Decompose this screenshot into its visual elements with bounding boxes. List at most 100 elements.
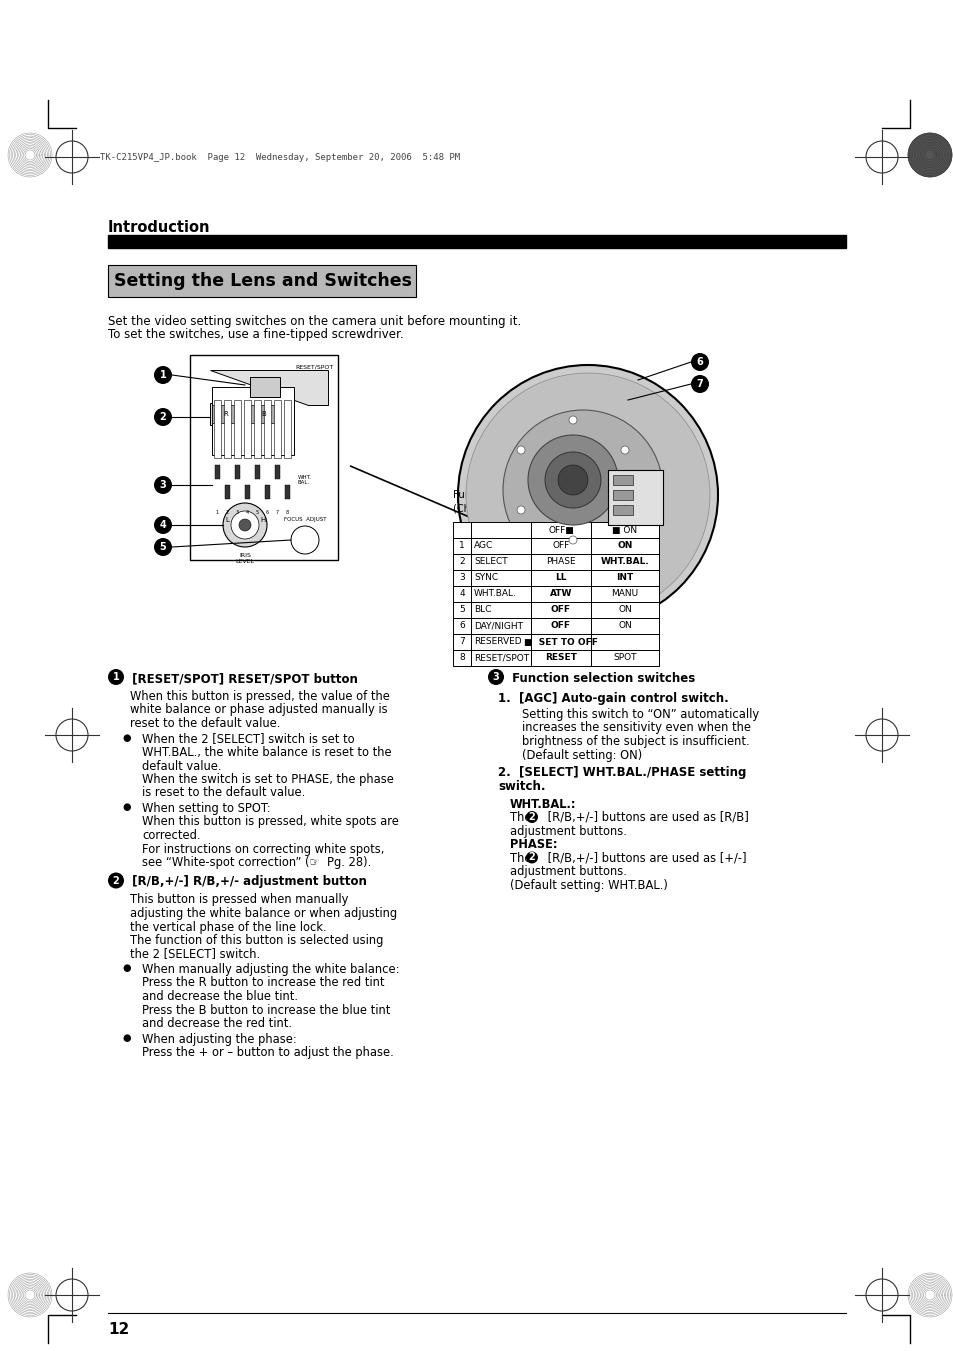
Text: 2: 2 bbox=[458, 558, 464, 566]
Text: WHT.
BAL.: WHT. BAL. bbox=[297, 474, 312, 485]
Circle shape bbox=[525, 811, 537, 823]
Bar bbox=[212, 386, 294, 455]
Circle shape bbox=[465, 373, 709, 617]
Circle shape bbox=[907, 132, 951, 177]
Text: white balance or phase adjusted manually is: white balance or phase adjusted manually… bbox=[130, 704, 387, 716]
Bar bbox=[613, 505, 633, 515]
Text: 8: 8 bbox=[285, 511, 288, 516]
Bar bbox=[531, 603, 590, 617]
Text: RESET/SPOT: RESET/SPOT bbox=[295, 365, 334, 370]
Circle shape bbox=[153, 538, 172, 557]
Circle shape bbox=[620, 446, 628, 454]
Bar bbox=[590, 586, 659, 603]
Bar bbox=[264, 400, 271, 458]
Bar bbox=[224, 400, 231, 458]
Bar bbox=[274, 400, 281, 458]
Bar bbox=[590, 570, 659, 586]
Bar bbox=[590, 603, 659, 617]
Text: RESET/SPOT: RESET/SPOT bbox=[474, 654, 529, 662]
Text: SPOT: SPOT bbox=[613, 654, 636, 662]
Text: WHT.BAL.: WHT.BAL. bbox=[474, 589, 517, 598]
Text: the 2 [SELECT] switch.: the 2 [SELECT] switch. bbox=[130, 947, 260, 961]
Text: The: The bbox=[510, 851, 535, 865]
Text: 1: 1 bbox=[159, 370, 166, 380]
Bar bbox=[250, 405, 277, 423]
Circle shape bbox=[568, 536, 577, 544]
Circle shape bbox=[153, 476, 172, 494]
Bar bbox=[453, 554, 471, 570]
Text: ●: ● bbox=[122, 963, 131, 973]
Text: 7: 7 bbox=[458, 638, 464, 647]
Text: ■  SET TO OFF: ■ SET TO OFF bbox=[523, 638, 598, 647]
Bar bbox=[245, 485, 250, 499]
Text: ON: ON bbox=[618, 621, 631, 631]
Text: ON: ON bbox=[617, 542, 632, 550]
Bar bbox=[453, 538, 471, 554]
Bar bbox=[590, 617, 659, 634]
Text: 12: 12 bbox=[108, 1323, 129, 1337]
Bar bbox=[284, 400, 291, 458]
Bar bbox=[471, 586, 531, 603]
Bar bbox=[225, 485, 230, 499]
Text: adjusting the white balance or when adjusting: adjusting the white balance or when adju… bbox=[130, 907, 396, 920]
Circle shape bbox=[457, 365, 718, 626]
Text: Set the video setting switches on the camera unit before mounting it.: Set the video setting switches on the ca… bbox=[108, 315, 520, 328]
Text: When the switch is set to PHASE, the phase: When the switch is set to PHASE, the pha… bbox=[142, 773, 394, 786]
Bar bbox=[607, 470, 662, 526]
Bar bbox=[210, 403, 290, 426]
Text: 5: 5 bbox=[159, 542, 166, 553]
Circle shape bbox=[231, 511, 258, 539]
Text: L: L bbox=[225, 517, 229, 523]
Circle shape bbox=[502, 409, 662, 570]
Text: WHT.BAL.: WHT.BAL. bbox=[600, 558, 649, 566]
Text: AGC: AGC bbox=[474, 542, 493, 550]
Text: TK-C215VP4_JP.book  Page 12  Wednesday, September 20, 2006  5:48 PM: TK-C215VP4_JP.book Page 12 Wednesday, Se… bbox=[100, 153, 459, 162]
Text: When this button is pressed, white spots are: When this button is pressed, white spots… bbox=[142, 816, 398, 828]
Text: When setting to SPOT:: When setting to SPOT: bbox=[142, 802, 271, 815]
Text: The function of this button is selected using: The function of this button is selected … bbox=[130, 934, 383, 947]
Text: ■ ON: ■ ON bbox=[612, 526, 637, 535]
Bar bbox=[285, 485, 290, 499]
Text: DAY/NIGHT: DAY/NIGHT bbox=[474, 621, 522, 631]
Text: OFF: OFF bbox=[551, 605, 571, 615]
Text: the vertical phase of the line lock.: the vertical phase of the line lock. bbox=[130, 920, 326, 934]
Text: switch.: switch. bbox=[497, 780, 545, 793]
Text: WHT.BAL.:: WHT.BAL.: bbox=[510, 797, 576, 811]
Polygon shape bbox=[210, 370, 328, 405]
Circle shape bbox=[153, 366, 172, 384]
Bar bbox=[453, 586, 471, 603]
Bar bbox=[108, 265, 416, 297]
Bar bbox=[471, 603, 531, 617]
Bar bbox=[531, 617, 590, 634]
Bar bbox=[531, 554, 590, 570]
Text: 7: 7 bbox=[275, 511, 278, 516]
Text: 1: 1 bbox=[112, 671, 119, 682]
Text: reset to the default value.: reset to the default value. bbox=[130, 717, 280, 730]
Bar bbox=[471, 650, 531, 666]
Circle shape bbox=[558, 465, 587, 494]
Text: R: R bbox=[223, 411, 228, 417]
Circle shape bbox=[620, 507, 628, 513]
Circle shape bbox=[517, 507, 524, 513]
Text: The: The bbox=[510, 811, 535, 824]
Text: 2: 2 bbox=[225, 511, 229, 516]
Text: 2: 2 bbox=[528, 812, 535, 821]
Bar bbox=[453, 634, 471, 650]
Bar bbox=[453, 603, 471, 617]
Bar bbox=[531, 634, 590, 650]
Circle shape bbox=[108, 873, 124, 889]
Bar bbox=[590, 554, 659, 570]
Circle shape bbox=[108, 669, 124, 685]
Text: (Default setting: ON): (Default setting: ON) bbox=[521, 748, 641, 762]
Bar bbox=[453, 617, 471, 634]
Text: H: H bbox=[260, 517, 265, 523]
Text: ATW: ATW bbox=[549, 589, 572, 598]
Text: 6: 6 bbox=[265, 511, 269, 516]
Bar bbox=[471, 554, 531, 570]
Text: INT: INT bbox=[616, 574, 633, 582]
Bar bbox=[453, 521, 471, 538]
Text: Press the + or – button to adjust the phase.: Press the + or – button to adjust the ph… bbox=[142, 1046, 394, 1059]
Text: and decrease the blue tint.: and decrease the blue tint. bbox=[142, 990, 297, 1002]
Text: adjustment buttons.: adjustment buttons. bbox=[510, 865, 626, 878]
Text: is reset to the default value.: is reset to the default value. bbox=[142, 786, 305, 800]
